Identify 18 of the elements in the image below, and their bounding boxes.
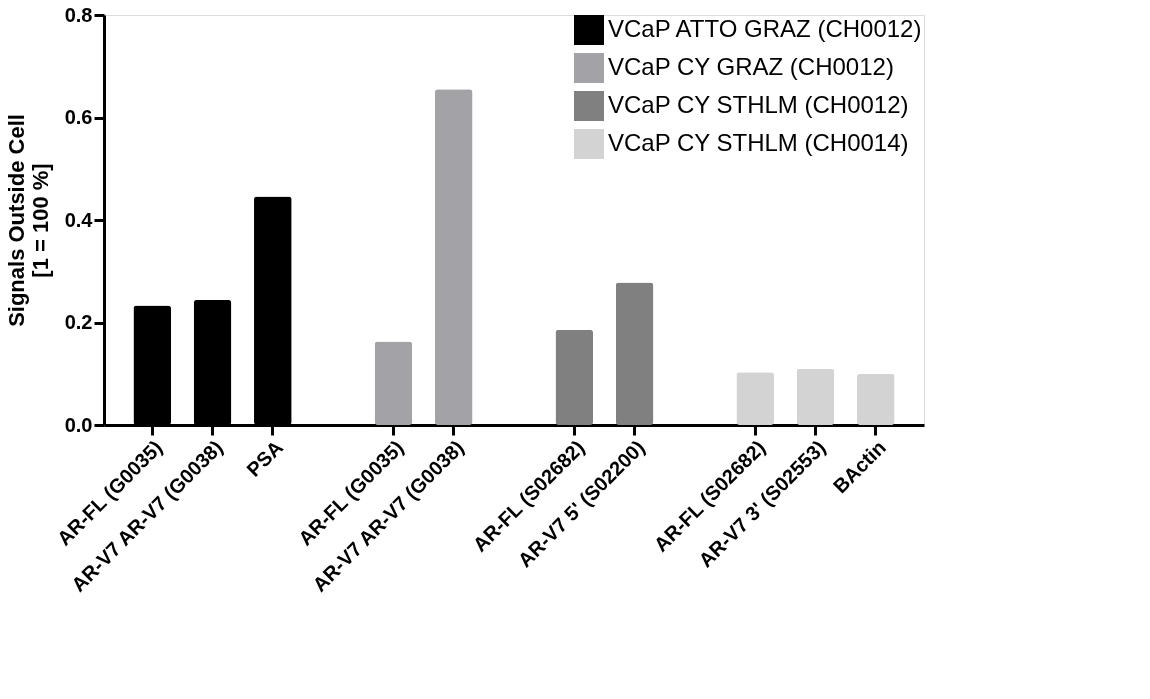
bar bbox=[856, 373, 895, 425]
y-tick-label: 0.2 bbox=[64, 311, 93, 333]
y-tick-label: 0.8 bbox=[64, 3, 93, 26]
y-tick-label: 0.6 bbox=[64, 106, 93, 128]
legend-label: VCaP CY STHLM (CH0012) bbox=[608, 91, 909, 118]
bar bbox=[374, 341, 413, 425]
bar bbox=[615, 282, 654, 425]
x-tick-label: PSA bbox=[242, 436, 287, 481]
bar bbox=[736, 372, 774, 425]
legend-label: VCaP CY STHLM (CH0014) bbox=[608, 129, 909, 156]
y-tick-label: 0.0 bbox=[64, 413, 93, 436]
legend-label: VCaP ATTO GRAZ (CH0012) bbox=[608, 15, 922, 42]
y-axis-title: Signals Outside Cell [1 = 100 %] bbox=[3, 114, 53, 327]
legend-label: VCaP CY GRAZ (CH0012) bbox=[608, 53, 894, 80]
bar bbox=[796, 368, 835, 425]
bar bbox=[434, 89, 473, 425]
bar bbox=[555, 329, 594, 425]
y-tick-label: 0.4 bbox=[64, 208, 94, 231]
